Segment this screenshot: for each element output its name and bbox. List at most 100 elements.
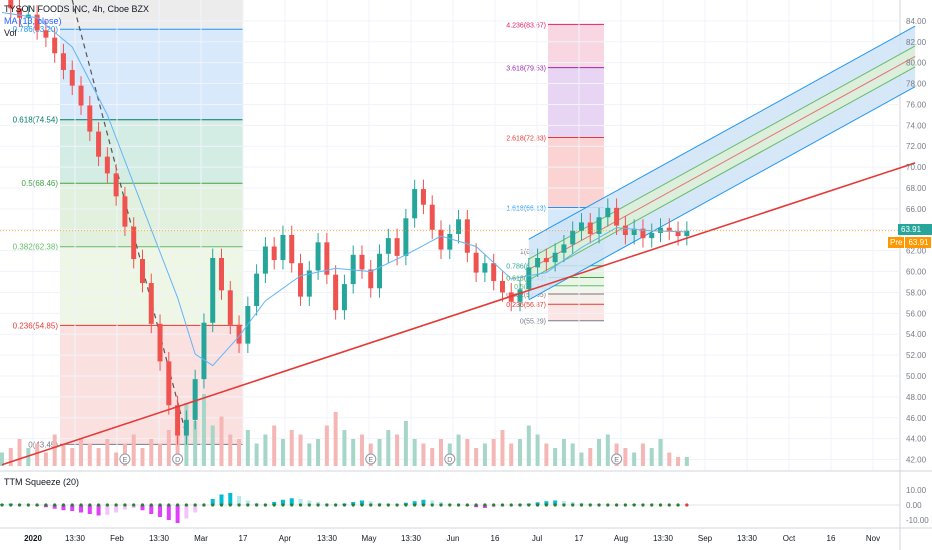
squeeze-dot	[386, 503, 390, 507]
squeeze-dot	[149, 503, 153, 507]
squeeze-bar	[245, 500, 250, 505]
y-tick-label: 72.00	[906, 142, 927, 151]
volume-bar	[149, 439, 154, 466]
volume-bar	[518, 439, 523, 466]
squeeze-dot	[448, 503, 452, 507]
candle-body	[175, 405, 181, 436]
squeeze-dot	[123, 503, 127, 507]
x-tick-label: Apr	[279, 534, 292, 543]
squeeze-dot	[17, 503, 22, 507]
candle-body	[43, 30, 49, 38]
y-tick-label: 54.00	[906, 330, 927, 339]
volume-bar	[412, 439, 417, 466]
pre-value: 63.91	[905, 237, 932, 248]
squeeze-bar	[175, 505, 180, 523]
chart-title: TYSON FOODS INC, 4h, Cboe BZX	[4, 4, 150, 14]
volume-bar	[158, 443, 163, 466]
candle-body	[315, 242, 321, 271]
y-tick-label: 70.00	[906, 163, 927, 172]
squeeze-dot	[211, 503, 215, 507]
candle-body	[306, 270, 312, 297]
squeeze-dot	[360, 503, 364, 507]
fib-level-label: 0.382(62.38)	[13, 243, 59, 252]
y-tick-label: 74.00	[906, 121, 927, 130]
candle-body	[341, 284, 347, 311]
candle-body	[570, 230, 576, 245]
volume-legend[interactable]: Vol	[4, 28, 17, 38]
candle-body	[394, 238, 400, 256]
fib-ext-label: 0.236(56.87)	[506, 302, 546, 309]
volume-bar	[324, 425, 329, 466]
candle-body	[96, 131, 102, 157]
candle-body	[517, 289, 523, 302]
candle-body	[280, 235, 286, 261]
event-marker: E	[365, 453, 377, 465]
squeeze-dot	[535, 503, 540, 507]
candle-body	[227, 290, 233, 325]
fib-ext-zone	[548, 285, 604, 295]
y-tick-label: 76.00	[906, 100, 927, 109]
ma-legend[interactable]: MA (13, close)	[4, 16, 62, 26]
volume-bar	[52, 434, 57, 466]
volume-bar	[658, 439, 663, 466]
squeeze-dot	[474, 503, 478, 507]
event-marker-circle	[365, 453, 377, 465]
candle-body	[499, 280, 505, 293]
volume-bar	[474, 448, 479, 466]
event-marker-label: D	[175, 457, 180, 464]
candle-body	[447, 233, 453, 250]
volume-bar	[228, 434, 233, 466]
event-marker: E	[119, 453, 131, 465]
candle-body	[148, 283, 154, 324]
candle-body	[622, 225, 628, 235]
volume-bar	[588, 448, 593, 466]
squeeze-dot	[667, 503, 671, 507]
channel-line	[528, 45, 916, 260]
x-tick-label: Mar	[194, 534, 208, 543]
volume-bar	[632, 452, 637, 466]
squeeze-dot	[456, 503, 461, 507]
squeeze-bar	[280, 499, 285, 505]
squeeze-bar	[307, 500, 312, 505]
volume-bar	[166, 430, 171, 466]
candle-body	[684, 230, 690, 237]
candle-body	[526, 267, 532, 290]
volume-bar	[298, 434, 303, 466]
squeeze-dot	[518, 503, 522, 507]
squeeze-dot	[650, 503, 654, 507]
candle-body	[631, 228, 637, 235]
candle-body	[87, 105, 93, 132]
candle-body	[614, 207, 620, 226]
volume-bar	[17, 439, 22, 466]
squeeze-bar	[368, 501, 373, 505]
fib-ext-label: 0(55.29)	[520, 319, 546, 326]
x-tick-label: Jun	[447, 534, 460, 543]
event-marker: D	[172, 453, 184, 465]
squeeze-dot	[676, 503, 680, 507]
volume-bar	[263, 434, 268, 466]
candle-body	[122, 196, 128, 227]
squeeze-bar	[359, 500, 364, 505]
y-tick-label: 78.00	[906, 80, 927, 89]
volume-bar	[597, 439, 602, 466]
volume-bar	[105, 439, 110, 466]
squeeze-legend[interactable]: TTM Squeeze (20)	[4, 477, 80, 487]
squeeze-dot	[193, 503, 197, 507]
squeeze-bar	[561, 501, 566, 505]
candle-body	[289, 235, 295, 264]
channel-line	[528, 66, 916, 281]
squeeze-dot	[571, 503, 575, 507]
channel-line	[528, 25, 916, 240]
volume-bar	[193, 421, 198, 466]
volume-bar	[491, 439, 496, 466]
channel-line	[528, 55, 916, 270]
volume-bar	[342, 430, 347, 466]
volume-bar	[61, 443, 66, 466]
y-tick-label: 46.00	[906, 414, 927, 423]
squeeze-bar	[228, 493, 233, 505]
x-tick-label: 13:30	[653, 534, 674, 543]
squeeze-bar	[412, 501, 417, 505]
squeeze-dot	[140, 503, 145, 507]
x-tick-label: Aug	[614, 534, 628, 543]
squeeze-dot	[623, 503, 627, 507]
